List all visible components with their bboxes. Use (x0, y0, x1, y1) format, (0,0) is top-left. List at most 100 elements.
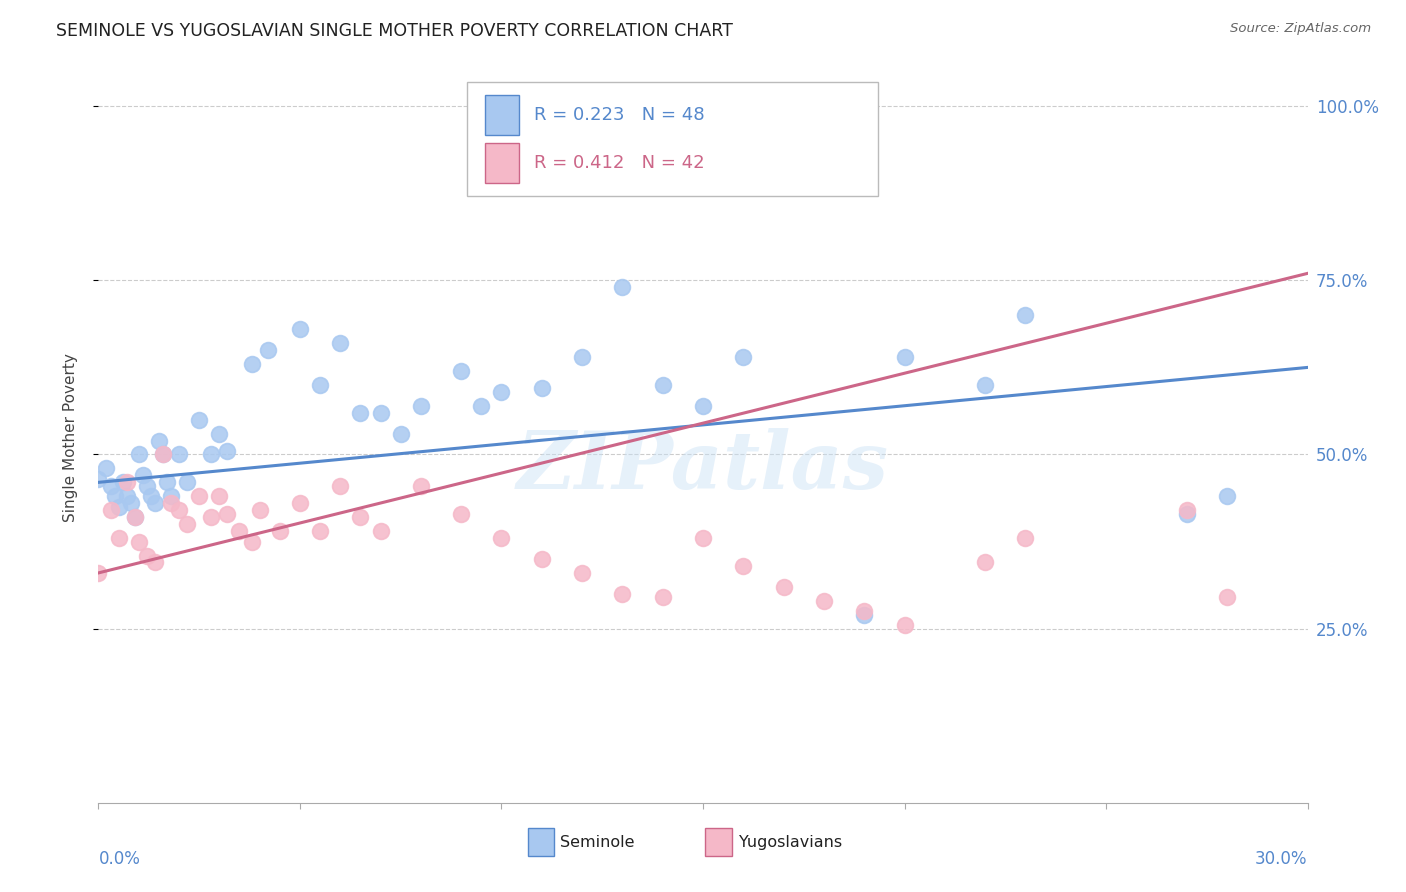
Point (111, 475, 134, 490)
Point (188, 489, 211, 503)
Point (87, 566, 110, 580)
Point (167, 503, 190, 517)
Text: SEMINOLE VS YUGOSLAVIAN SINGLE MOTHER POVERTY CORRELATION CHART: SEMINOLE VS YUGOSLAVIAN SINGLE MOTHER PO… (56, 22, 733, 40)
Point (87, 472, 110, 486)
Point (100, 503, 122, 517)
Point (329, 479, 352, 493)
Y-axis label: Single Mother Poverty: Single Mother Poverty (63, 352, 77, 522)
Point (96, 461, 118, 475)
Text: R = 0.412   N = 42: R = 0.412 N = 42 (534, 153, 704, 172)
Point (128, 534, 150, 549)
Point (115, 475, 138, 490)
Point (1014, 531, 1036, 545)
Point (772, 580, 794, 594)
Point (148, 434, 170, 448)
Point (208, 489, 231, 503)
Bar (706, 829, 733, 856)
Point (124, 510, 146, 524)
Point (409, 399, 432, 413)
Point (530, 552, 553, 566)
Point (107, 531, 129, 545)
Bar (527, 829, 554, 856)
Point (103, 489, 125, 503)
Point (228, 524, 250, 538)
Point (733, 558, 755, 573)
Point (107, 500, 129, 514)
Point (491, 531, 513, 545)
Point (176, 517, 198, 532)
Point (249, 503, 271, 517)
Point (651, 591, 673, 605)
Point (143, 556, 166, 570)
Point (974, 377, 997, 392)
Point (692, 399, 714, 413)
Point (135, 479, 157, 493)
Point (349, 406, 371, 420)
Point (217, 507, 239, 521)
Point (156, 475, 179, 490)
Point (450, 364, 472, 378)
Point (160, 489, 183, 503)
Point (853, 607, 876, 622)
Point (256, 343, 278, 357)
Point (135, 549, 157, 563)
Point (409, 479, 432, 493)
Point (329, 336, 352, 351)
Point (139, 489, 162, 503)
Point (240, 534, 263, 549)
Point (309, 377, 332, 392)
Point (115, 489, 138, 503)
FancyBboxPatch shape (467, 82, 879, 195)
Point (389, 426, 412, 441)
Point (370, 524, 392, 538)
Point (160, 496, 183, 510)
Point (124, 510, 146, 524)
Point (188, 412, 211, 426)
Text: ZIPatlas: ZIPatlas (517, 427, 889, 505)
Point (143, 496, 166, 510)
Point (288, 496, 311, 510)
Bar (485, 95, 519, 136)
Point (200, 510, 222, 524)
Point (132, 468, 155, 483)
Bar (485, 143, 519, 183)
Point (1216, 489, 1239, 503)
Point (571, 566, 593, 580)
Text: Yugoslavians: Yugoslavians (740, 835, 842, 850)
Point (733, 350, 755, 364)
Point (128, 448, 150, 462)
Point (1175, 507, 1198, 521)
Point (288, 322, 311, 336)
Point (217, 444, 239, 458)
Point (612, 280, 634, 294)
Point (853, 604, 876, 618)
Point (309, 524, 332, 538)
Point (349, 510, 371, 524)
Text: R = 0.223   N = 48: R = 0.223 N = 48 (534, 106, 704, 124)
Point (208, 426, 231, 441)
Text: Seminole: Seminole (561, 835, 636, 850)
Point (974, 556, 997, 570)
Point (167, 448, 190, 462)
Point (1175, 503, 1198, 517)
Point (370, 406, 392, 420)
Text: 30.0%: 30.0% (1256, 850, 1308, 868)
Text: Source: ZipAtlas.com: Source: ZipAtlas.com (1230, 22, 1371, 36)
Point (120, 496, 142, 510)
Point (893, 618, 915, 632)
Point (470, 399, 492, 413)
Point (651, 377, 673, 392)
Point (893, 350, 915, 364)
Point (530, 381, 553, 395)
Point (1014, 308, 1036, 322)
Point (200, 448, 222, 462)
Point (152, 448, 174, 462)
Point (269, 524, 291, 538)
Point (1216, 591, 1239, 605)
Point (491, 384, 513, 399)
Point (100, 479, 122, 493)
Text: 0.0%: 0.0% (98, 850, 141, 868)
Point (176, 475, 198, 490)
Point (152, 448, 174, 462)
Point (571, 350, 593, 364)
